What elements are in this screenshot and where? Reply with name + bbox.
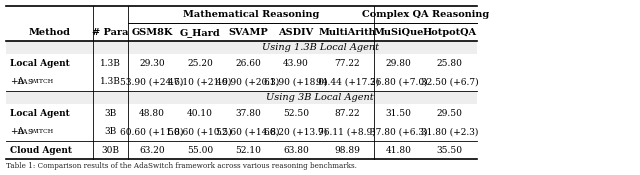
Text: 46.90 (+20.3): 46.90 (+20.3) bbox=[216, 77, 280, 86]
Text: G_Hard: G_Hard bbox=[180, 28, 220, 37]
Text: 31.80 (+2.3): 31.80 (+2.3) bbox=[421, 127, 478, 136]
Text: 87.22: 87.22 bbox=[334, 109, 360, 118]
Text: 3B: 3B bbox=[104, 127, 116, 136]
Text: 29.50: 29.50 bbox=[436, 109, 463, 118]
Text: 3B: 3B bbox=[104, 109, 116, 118]
Text: 35.50: 35.50 bbox=[436, 146, 463, 155]
Text: MultiArith: MultiArith bbox=[318, 28, 376, 37]
Text: Mathematical Reasoning: Mathematical Reasoning bbox=[183, 10, 319, 19]
Text: Using 1.3B Local Agent: Using 1.3B Local Agent bbox=[262, 43, 378, 52]
Text: 52.50: 52.50 bbox=[283, 109, 309, 118]
Text: S: S bbox=[27, 128, 32, 136]
Text: 63.20: 63.20 bbox=[139, 146, 165, 155]
Text: SVAMP: SVAMP bbox=[228, 28, 268, 37]
Text: 40.10: 40.10 bbox=[187, 109, 213, 118]
Text: HotpotQA: HotpotQA bbox=[422, 28, 477, 37]
Text: 30B: 30B bbox=[101, 146, 120, 155]
Text: 52.10: 52.10 bbox=[235, 146, 261, 155]
Text: 41.80: 41.80 bbox=[385, 146, 412, 155]
Text: DA: DA bbox=[18, 78, 28, 86]
Text: ASDIV: ASDIV bbox=[278, 28, 314, 37]
Text: WITCH: WITCH bbox=[31, 129, 54, 134]
Text: 53.90 (+24.6): 53.90 (+24.6) bbox=[120, 77, 184, 86]
Text: Table 1: Comparison results of the AdaSwitch framework across various reasoning : Table 1: Comparison results of the AdaSw… bbox=[6, 162, 357, 170]
Text: 36.80 (+7.0): 36.80 (+7.0) bbox=[369, 77, 428, 86]
Text: 63.80: 63.80 bbox=[283, 146, 309, 155]
Text: 77.22: 77.22 bbox=[334, 59, 360, 68]
Text: 25.80: 25.80 bbox=[436, 59, 463, 68]
Text: 1.3B: 1.3B bbox=[100, 77, 121, 86]
Text: 61.90 (+18.0): 61.90 (+18.0) bbox=[264, 77, 328, 86]
Text: 60.60 (+11.8): 60.60 (+11.8) bbox=[120, 127, 184, 136]
Text: 47.10 (+21.9): 47.10 (+21.9) bbox=[168, 77, 232, 86]
Text: 66.20 (+13.7): 66.20 (+13.7) bbox=[264, 127, 328, 136]
Text: S: S bbox=[27, 78, 32, 86]
Text: 98.89: 98.89 bbox=[334, 146, 360, 155]
Text: Using 3B Local Agent: Using 3B Local Agent bbox=[266, 93, 374, 102]
Text: 55.00: 55.00 bbox=[187, 146, 213, 155]
Text: WITCH: WITCH bbox=[31, 79, 54, 84]
Text: +A: +A bbox=[10, 127, 24, 136]
Text: Complex QA Reasoning: Complex QA Reasoning bbox=[362, 10, 489, 19]
Text: Method: Method bbox=[29, 28, 70, 37]
Bar bbox=[6, 41, 477, 54]
Text: MuSiQue: MuSiQue bbox=[373, 28, 424, 37]
Text: 29.80: 29.80 bbox=[385, 59, 412, 68]
Text: DA: DA bbox=[18, 128, 28, 136]
Text: Cloud Agent: Cloud Agent bbox=[10, 146, 72, 155]
Text: 96.11 (+8.9): 96.11 (+8.9) bbox=[318, 127, 376, 136]
Bar bbox=[6, 91, 477, 104]
Text: 37.80 (+6.3): 37.80 (+6.3) bbox=[370, 127, 427, 136]
Text: Local Agent: Local Agent bbox=[10, 59, 69, 68]
Text: 26.60: 26.60 bbox=[235, 59, 261, 68]
Text: +A: +A bbox=[10, 77, 24, 86]
Text: 31.50: 31.50 bbox=[385, 109, 412, 118]
Text: 50.60 (+10.5): 50.60 (+10.5) bbox=[168, 127, 232, 136]
Text: GSM8K: GSM8K bbox=[131, 28, 173, 37]
Text: 43.90: 43.90 bbox=[283, 59, 309, 68]
Text: 52.60 (+14.8): 52.60 (+14.8) bbox=[216, 127, 280, 136]
Text: Local Agent: Local Agent bbox=[10, 109, 69, 118]
Text: 32.50 (+6.7): 32.50 (+6.7) bbox=[420, 77, 479, 86]
Text: 37.80: 37.80 bbox=[235, 109, 261, 118]
Text: 29.30: 29.30 bbox=[139, 59, 165, 68]
Text: 1.3B: 1.3B bbox=[100, 59, 121, 68]
Text: # Para: # Para bbox=[92, 28, 129, 37]
Text: 94.44 (+17.2): 94.44 (+17.2) bbox=[316, 77, 379, 86]
Text: 25.20: 25.20 bbox=[187, 59, 213, 68]
Text: 48.80: 48.80 bbox=[139, 109, 165, 118]
